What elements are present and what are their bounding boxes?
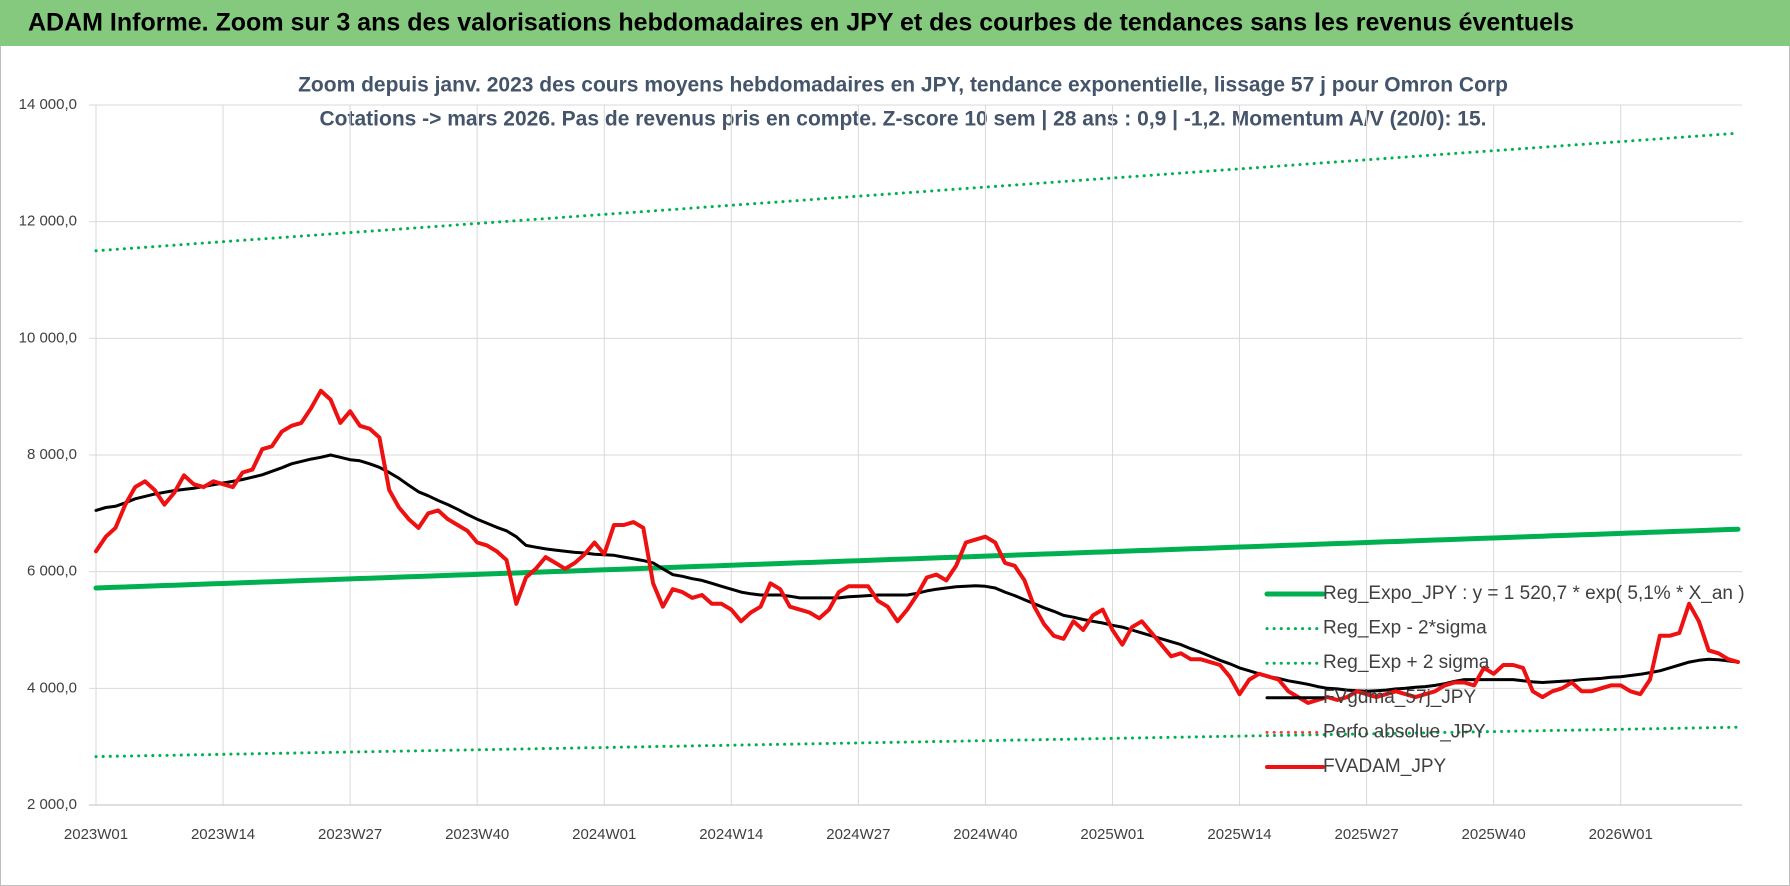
x-tick-label: 2023W40 (445, 826, 509, 843)
y-tick-label: 2 000,0 (27, 796, 77, 813)
legend-label: Perfo absolue_JPY (1323, 721, 1486, 742)
y-tick-label: 10 000,0 (19, 329, 77, 346)
x-tick-label: 2024W27 (826, 826, 890, 843)
legend-label: Reg_Exp - 2*sigma (1323, 618, 1487, 639)
legend-label: FVADAM_JPY (1323, 756, 1447, 777)
x-tick-label: 2025W14 (1207, 826, 1271, 843)
y-tick-label: 8 000,0 (27, 446, 77, 463)
x-tick-label: 2023W27 (318, 826, 382, 843)
header-bar (0, 0, 1790, 46)
header-title: ADAM Informe. Zoom sur 3 ans des valoris… (28, 9, 1574, 37)
x-tick-label: 2024W01 (572, 826, 636, 843)
x-tick-label: 2023W01 (64, 826, 128, 843)
series-line (94, 388, 1740, 705)
x-tick-label: 2025W01 (1080, 826, 1144, 843)
y-tick-label: 6 000,0 (27, 563, 77, 580)
series-line (93, 526, 1741, 591)
x-tick-label: 2025W40 (1462, 826, 1526, 843)
x-tick-label: 2025W27 (1334, 826, 1398, 843)
x-tick-label: 2023W14 (191, 826, 255, 843)
legend-label: FVgdma_57j_JPY (1323, 687, 1476, 708)
x-tick-label: 2024W40 (953, 826, 1017, 843)
x-tick-label: 2024W14 (699, 826, 763, 843)
x-tick-label: 2026W01 (1589, 826, 1653, 843)
y-tick-label: 4 000,0 (27, 679, 77, 696)
y-tick-label: 14 000,0 (19, 96, 77, 113)
legend-label: Reg_Expo_JPY : y = 1 520,7 * exp( 5,1% *… (1323, 583, 1745, 604)
y-tick-label: 12 000,0 (19, 213, 77, 230)
series-line (94, 131, 1740, 253)
legend-label: Reg_Exp + 2 sigma (1323, 652, 1490, 673)
chart-subtitle: Cotations -> mars 2026. Pas de revenus p… (320, 108, 1487, 131)
chart-title: Zoom depuis janv. 2023 des cours moyens … (298, 74, 1508, 97)
